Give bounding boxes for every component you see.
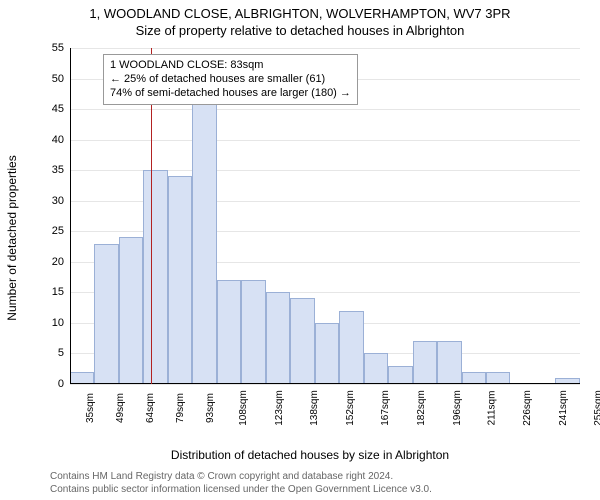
x-tick-label: 152sqm <box>345 390 356 426</box>
y-tick-label: 20 <box>52 256 64 268</box>
y-tick-label: 10 <box>52 317 64 329</box>
y-tick-label: 25 <box>52 225 64 237</box>
title-subtitle: Size of property relative to detached ho… <box>0 23 600 38</box>
histogram-bar <box>437 341 461 384</box>
x-tick-label: 167sqm <box>380 390 391 426</box>
x-tick-label: 182sqm <box>416 390 427 426</box>
histogram-bar <box>241 280 265 384</box>
x-tick-label: 123sqm <box>273 390 284 426</box>
histogram-bar <box>339 311 363 384</box>
x-axis-label: Distribution of detached houses by size … <box>171 448 449 462</box>
y-tick-label: 35 <box>52 164 64 176</box>
histogram-bar <box>192 72 216 384</box>
x-tick-label: 211sqm <box>487 391 498 426</box>
x-tick-label: 93sqm <box>205 393 216 423</box>
histogram-bar <box>364 353 388 384</box>
y-tick-label: 30 <box>52 195 64 207</box>
x-tick-label: 196sqm <box>451 390 462 426</box>
x-tick-label: 49sqm <box>115 393 126 423</box>
title-address: 1, WOODLAND CLOSE, ALBRIGHTON, WOLVERHAM… <box>0 6 600 21</box>
x-tick-label: 64sqm <box>145 393 156 423</box>
footer-line: Contains public sector information licen… <box>50 483 432 496</box>
footer-attribution: Contains HM Land Registry data © Crown c… <box>50 470 432 496</box>
y-axis-label: Number of detached properties <box>5 155 19 320</box>
gridline <box>70 384 580 385</box>
x-tick-label: 138sqm <box>309 390 320 426</box>
annotation-line: ← 25% of detached houses are smaller (61… <box>110 73 351 87</box>
annotation-line: 1 WOODLAND CLOSE: 83sqm <box>110 59 351 73</box>
histogram-bar <box>266 292 290 384</box>
y-tick-label: 15 <box>52 286 64 298</box>
histogram-bar <box>413 341 437 384</box>
y-tick-label: 0 <box>58 378 64 390</box>
y-tick-label: 5 <box>58 347 64 359</box>
y-tick-label: 55 <box>52 42 64 54</box>
histogram-bar <box>119 237 143 384</box>
histogram-bar <box>315 323 339 384</box>
annotation-box: 1 WOODLAND CLOSE: 83sqm ← 25% of detache… <box>103 54 358 105</box>
histogram-bar <box>388 366 412 384</box>
y-tick-label: 50 <box>52 73 64 85</box>
plot-area: 35sqm49sqm64sqm79sqm93sqm108sqm123sqm138… <box>70 48 580 384</box>
chart-title-block: 1, WOODLAND CLOSE, ALBRIGHTON, WOLVERHAM… <box>0 0 600 38</box>
histogram-bar <box>143 170 167 384</box>
x-tick-label: 226sqm <box>522 390 533 426</box>
y-tick-label: 45 <box>52 103 64 115</box>
x-tick-labels: 35sqm49sqm64sqm79sqm93sqm108sqm123sqm138… <box>70 384 580 399</box>
x-tick-label: 108sqm <box>238 390 249 426</box>
x-axis-line <box>70 383 580 384</box>
y-tick-label: 40 <box>52 134 64 146</box>
histogram-bar <box>168 176 192 384</box>
histogram-bar <box>217 280 241 384</box>
footer-line: Contains HM Land Registry data © Crown c… <box>50 470 432 483</box>
x-tick-label: 35sqm <box>85 393 96 423</box>
y-axis-line <box>70 48 71 384</box>
histogram-bar <box>290 298 314 384</box>
chart-area: Number of detached properties 35sqm49sqm… <box>40 48 580 428</box>
annotation-line: 74% of semi-detached houses are larger (… <box>110 87 351 101</box>
x-tick-label: 79sqm <box>175 393 186 423</box>
x-tick-label: 241sqm <box>557 390 568 426</box>
x-tick-label: 255sqm <box>593 390 600 426</box>
histogram-bar <box>94 244 118 385</box>
